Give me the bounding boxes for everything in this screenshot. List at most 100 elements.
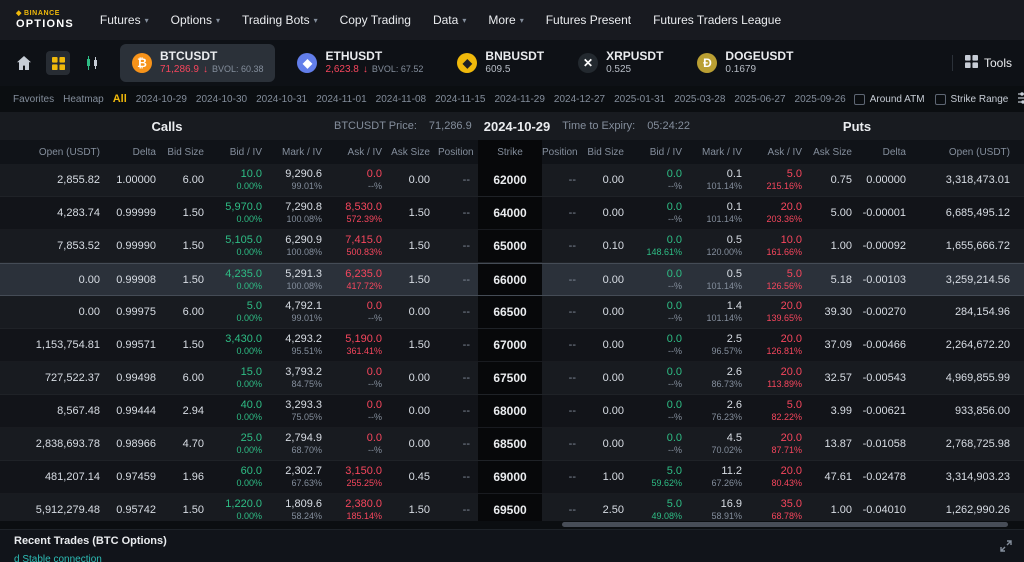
call-ask-iv[interactable]: 6,235.0 417.72% [330,268,390,292]
put-ask-iv[interactable]: 20.0 87.71% [750,432,810,456]
call-ask-iv[interactable]: 0.0 --% [330,432,390,456]
put-bid-iv[interactable]: 0.0 --% [632,168,690,192]
tools-button[interactable]: Tools [951,55,1012,71]
ticker-card[interactable]: ₿ BTCUSDT 71,286.9 ↓ BVOL: 60.38 [120,44,276,82]
strike[interactable]: 66500 [478,296,542,328]
call-ask-iv[interactable]: 0.0 --% [330,168,390,192]
call-bid-iv[interactable]: 60.0 0.00% [212,465,270,489]
call-ask-iv[interactable]: 0.0 --% [330,366,390,390]
put-ask-iv[interactable]: 20.0 126.81% [750,333,810,357]
date-tab[interactable]: All [112,93,127,105]
put-ask-iv[interactable]: 35.0 68.78% [750,498,810,521]
strike[interactable]: 62000 [478,164,542,196]
option-chain-row[interactable]: 2,838,693.78 0.98966 4.70 25.0 0.00% 2,7… [0,428,1024,461]
put-bid-iv[interactable]: 5.0 59.62% [632,465,690,489]
put-bid-iv[interactable]: 0.0 --% [632,399,690,423]
ticker-card[interactable]: ✕ XRPUSDT 0.525 [566,44,675,82]
option-chain-row[interactable]: 8,567.48 0.99444 2.94 40.0 0.00% 3,293.3… [0,395,1024,428]
board-view-icon[interactable] [46,51,70,75]
call-ask-iv[interactable]: 5,190.0 361.41% [330,333,390,357]
strike-range-checkbox[interactable]: Strike Range [934,93,1008,105]
horizontal-scrollbar-thumb[interactable] [562,522,1008,527]
strike[interactable]: 65000 [478,230,542,262]
call-ask-iv[interactable]: 0.0 --% [330,399,390,423]
date-tab[interactable]: 2024-11-01 [316,93,367,105]
call-ask-iv[interactable]: 3,150.0 255.25% [330,465,390,489]
strike[interactable]: 69500 [478,494,542,521]
option-chain-row[interactable]: 4,283.74 0.99999 1.50 5,970.0 0.00% 7,29… [0,197,1024,230]
option-chain-row[interactable]: 7,853.52 0.99990 1.50 5,105.0 0.00% 6,29… [0,230,1024,263]
date-tab[interactable]: 2025-06-27 [734,93,786,105]
put-bid-iv[interactable]: 0.0 --% [632,333,690,357]
date-tab[interactable]: 2024-12-27 [553,93,606,105]
call-bid-iv[interactable]: 4,235.0 0.00% [212,268,270,292]
put-ask-iv[interactable]: 5.0 82.22% [750,399,810,423]
put-bid-iv[interactable]: 0.0 --% [632,366,690,390]
date-tab[interactable]: 2024-11-08 [375,93,427,105]
call-bid-iv[interactable]: 25.0 0.00% [212,432,270,456]
date-tab[interactable]: Heatmap [63,93,104,105]
put-bid-iv[interactable]: 0.0 --% [632,300,690,324]
option-chain-row[interactable]: 5,912,279.48 0.95742 1.50 1,220.0 0.00% … [0,494,1024,521]
date-tab[interactable]: Favorites [13,93,55,105]
strike[interactable]: 67500 [478,362,542,394]
put-ask-iv[interactable]: 20.0 80.43% [750,465,810,489]
nav-item[interactable]: Futures ▾ [100,13,149,27]
strike[interactable]: 68000 [478,395,542,427]
put-ask-iv[interactable]: 5.0 215.16% [750,168,810,192]
call-ask-iv[interactable]: 7,415.0 500.83% [330,234,390,258]
option-chain-row[interactable]: 481,207.14 0.97459 1.96 60.0 0.00% 2,302… [0,461,1024,494]
strike[interactable]: 68500 [478,428,542,460]
call-bid-iv[interactable]: 1,220.0 0.00% [212,498,270,521]
date-tab[interactable]: 2024-11-29 [494,93,545,105]
nav-item[interactable]: Futures Traders League [653,13,781,27]
put-ask-iv[interactable]: 20.0 139.65% [750,300,810,324]
ticker-card[interactable]: Ð DOGEUSDT 0.1679 [685,44,805,82]
connection-status-link[interactable]: d Stable connection [14,554,102,562]
put-bid-iv[interactable]: 0.0 148.61% [632,234,690,258]
option-chain-row[interactable]: 0.00 0.99975 6.00 5.0 0.00% 4,792.1 99.0… [0,296,1024,329]
around-atm-checkbox[interactable]: Around ATM [853,93,925,105]
ticker-card[interactable]: ◆ ETHUSDT 2,623.8 ↓ BVOL: 67.52 [285,44,435,82]
nav-item[interactable]: Futures Present [546,13,631,27]
option-chain-row[interactable]: 1,153,754.81 0.99571 1.50 3,430.0 0.00% … [0,329,1024,362]
call-ask-iv[interactable]: 2,380.0 185.14% [330,498,390,521]
call-bid-iv[interactable]: 5,970.0 0.00% [212,201,270,225]
expand-panel-icon[interactable] [1000,539,1012,557]
call-bid-iv[interactable]: 3,430.0 0.00% [212,333,270,357]
call-bid-iv[interactable]: 15.0 0.00% [212,366,270,390]
binance-options-logo[interactable]: ◆ BINANCE OPTIONS [16,10,74,30]
put-bid-iv[interactable]: 5.0 49.08% [632,498,690,521]
candlestick-view-icon[interactable] [80,51,104,75]
call-bid-iv[interactable]: 10.0 0.00% [212,168,270,192]
call-bid-iv[interactable]: 5.0 0.00% [212,300,270,324]
nav-item[interactable]: Trading Bots ▾ [242,13,318,27]
date-tab[interactable]: 2024-10-30 [195,93,248,105]
filter-sliders-icon[interactable] [1018,91,1024,107]
call-ask-iv[interactable]: 0.0 --% [330,300,390,324]
nav-item[interactable]: Data ▾ [433,13,466,27]
date-tab[interactable]: 2025-01-31 [614,93,666,105]
call-bid-iv[interactable]: 5,105.0 0.00% [212,234,270,258]
strike[interactable]: 66000 [478,264,542,295]
date-tab[interactable]: 2025-03-28 [674,93,726,105]
put-bid-iv[interactable]: 0.0 --% [632,268,690,292]
option-chain-row[interactable]: 727,522.37 0.99498 6.00 15.0 0.00% 3,793… [0,362,1024,395]
option-chain-row[interactable]: 0.00 0.99908 1.50 4,235.0 0.00% 5,291.3 … [0,263,1024,296]
put-ask-iv[interactable]: 20.0 113.89% [750,366,810,390]
date-tab[interactable]: 2025-09-26 [794,93,846,105]
strike[interactable]: 67000 [478,329,542,361]
option-chain-row[interactable]: 2,855.82 1.00000 6.00 10.0 0.00% 9,290.6… [0,164,1024,197]
put-bid-iv[interactable]: 0.0 --% [632,201,690,225]
put-ask-iv[interactable]: 5.0 126.56% [750,268,810,292]
strike[interactable]: 64000 [478,197,542,229]
date-tab[interactable]: 2024-10-31 [256,93,308,105]
home-icon[interactable] [12,51,36,75]
call-bid-iv[interactable]: 40.0 0.00% [212,399,270,423]
nav-item[interactable]: More ▾ [488,13,523,27]
nav-item[interactable]: Copy Trading [340,13,411,27]
put-ask-iv[interactable]: 20.0 203.36% [750,201,810,225]
date-tab[interactable]: 2024-11-15 [435,93,486,105]
strike[interactable]: 69000 [478,461,542,493]
date-tab[interactable]: 2024-10-29 [135,93,187,105]
